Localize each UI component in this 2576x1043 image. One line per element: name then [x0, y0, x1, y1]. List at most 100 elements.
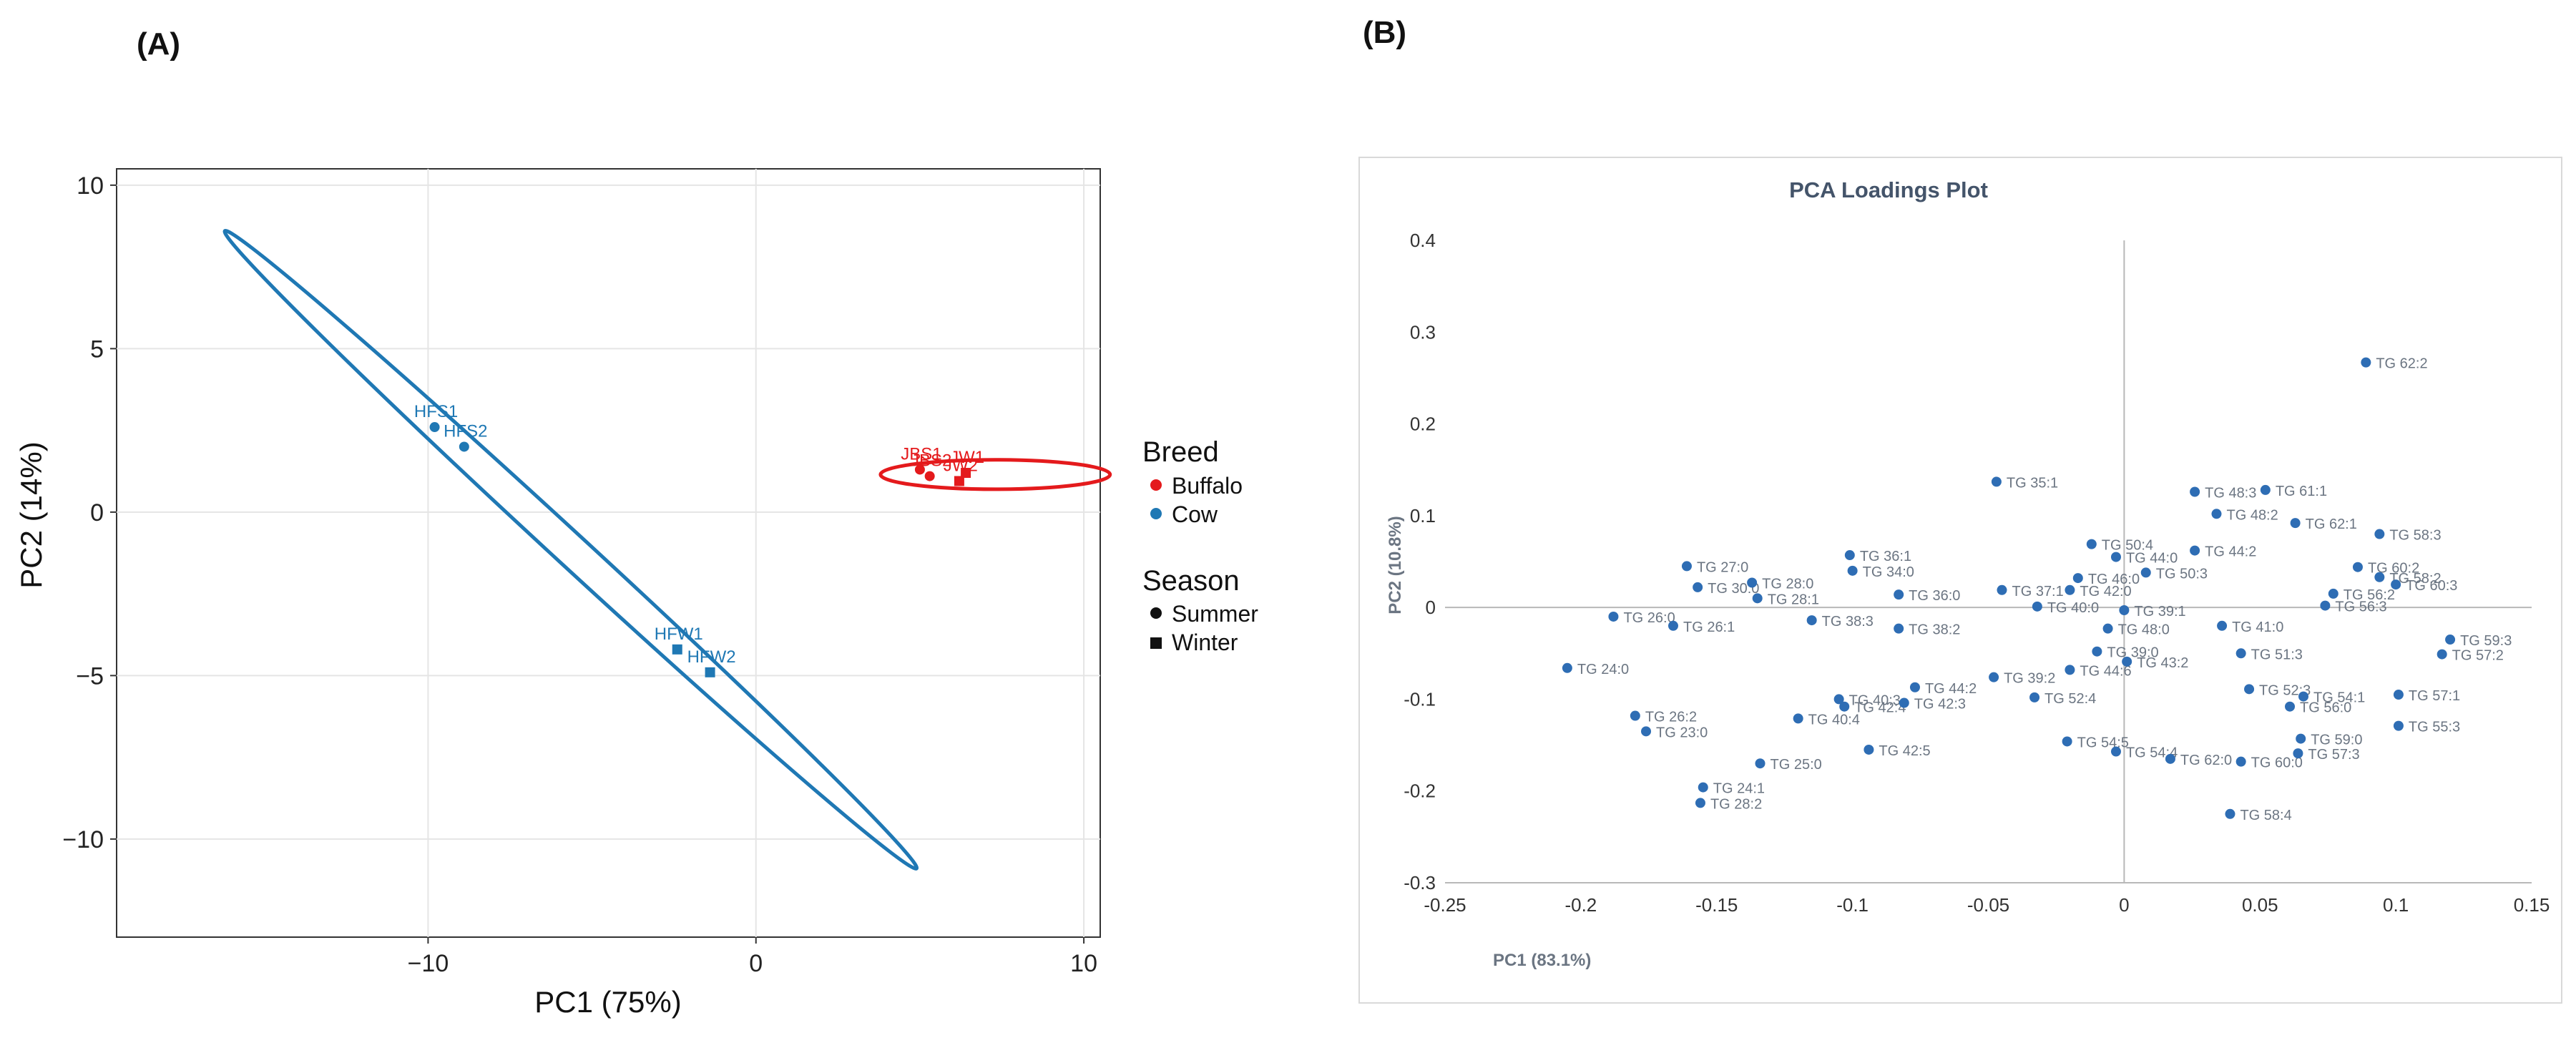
loading-point-tg-48-0 [2102, 623, 2113, 634]
loading-label-tg-60-3: TG 60:3 [2406, 578, 2457, 594]
loading-point-tg-39-0 [2092, 646, 2102, 657]
chart-b-y-tick-label: -0.2 [1404, 780, 1436, 802]
loading-label-tg-42-3: TG 42:3 [1914, 697, 1966, 713]
loading-label-tg-41-0: TG 41:0 [2232, 620, 2283, 635]
chart-a-x-tick-label: 10 [1070, 950, 1097, 977]
loading-label-tg-59-3: TG 59:3 [2460, 633, 2512, 649]
chart-b-axes [1445, 240, 2532, 883]
loading-point-tg-60-2 [2352, 562, 2363, 572]
loading-label-tg-23-0: TG 23:0 [1656, 725, 1708, 740]
point-label-jbs1: JBS1 [901, 444, 941, 464]
loading-point-tg-56-3 [2320, 600, 2331, 611]
chart-b: PCA Loadings Plot -0.25 -0.2 -0.15 -0.1 -0.0… [1358, 157, 2562, 1004]
loading-point-tg-52-4 [2029, 692, 2040, 702]
loading-point-tg-52-3 [2244, 684, 2255, 695]
loading-label-tg-46-0: TG 46:0 [2088, 572, 2140, 587]
chart-a-y-tick-label: −5 [76, 662, 104, 690]
loading-label-tg-28-0: TG 28:0 [1762, 577, 1813, 592]
ellipse-cow [222, 229, 919, 871]
loading-point-tg-44-0 [2110, 552, 2121, 562]
loading-label-tg-26-0: TG 26:0 [1623, 610, 1675, 626]
loading-point-tg-37-1 [1997, 584, 2007, 595]
loading-point-tg-54-5 [2062, 736, 2072, 747]
ellipse-buffalo [878, 458, 1112, 491]
point-label-jbs2: JBS2 [911, 451, 951, 471]
point-hfw1 [672, 644, 682, 655]
loading-point-tg-61-1 [2260, 484, 2271, 495]
loading-label-tg-42-4: TG 42:4 [1854, 700, 1906, 716]
loading-label-tg-62-1: TG 62:1 [2306, 516, 2357, 532]
loading-point-tg-43-2 [2122, 656, 2132, 667]
loading-point-tg-26-2 [1630, 710, 1640, 721]
chart-b-y-tick-label: 0.4 [1410, 230, 1436, 251]
loading-label-tg-40-0: TG 40:0 [2047, 600, 2099, 616]
loading-label-tg-36-0: TG 36:0 [1909, 588, 1960, 604]
loading-label-tg-30-0: TG 30:0 [1708, 581, 1759, 597]
loading-label-tg-55-3: TG 55:3 [2409, 720, 2460, 735]
chart-a-y-ticks: −10 −5 0 5 10 [62, 172, 117, 853]
chart-b-y-tick-label: 0.3 [1410, 321, 1436, 343]
loading-label-tg-28-1: TG 28:1 [1768, 592, 1819, 607]
loading-label-tg-40-4: TG 40:4 [1808, 712, 1860, 728]
panel-b-label: (B) [1363, 15, 1406, 50]
loading-point-tg-44-2 [1909, 682, 1920, 692]
loading-point-tg-42-5 [1864, 744, 1874, 755]
chart-b-y-axis-label: PC2 (10.8%) [1386, 516, 1405, 614]
loading-label-tg-48-3: TG 48:3 [2205, 486, 2256, 501]
loading-label-tg-61-1: TG 61:1 [2276, 484, 2327, 499]
loading-label-tg-27-0: TG 27:0 [1697, 559, 1748, 575]
loading-point-tg-54-1 [2298, 691, 2309, 702]
point-label-hfs1: HFS1 [414, 402, 458, 421]
loading-point-tg-26-0 [1608, 611, 1619, 622]
loading-label-tg-52-4: TG 52:4 [2044, 691, 2096, 707]
loading-label-tg-50-4: TG 50:4 [2102, 538, 2153, 554]
loading-point-tg-60-3 [2391, 579, 2401, 590]
point-label-hfw2: HFW2 [687, 647, 736, 667]
loading-label-tg-34-0: TG 34:0 [1863, 564, 1914, 580]
point-jbs2 [924, 471, 935, 481]
loading-label-tg-57-3: TG 57:3 [2308, 747, 2359, 763]
chart-b-x-tick-label: -0.25 [1424, 894, 1466, 916]
loading-label-tg-42-0: TG 42:0 [2080, 584, 2131, 599]
loading-point-tg-28-2 [1695, 798, 1705, 808]
point-jw1 [961, 468, 971, 479]
loading-point-tg-38-2 [1894, 623, 1904, 634]
loading-point-tg-60-0 [2235, 756, 2246, 767]
chart-a-y-tick-label: 5 [90, 336, 104, 363]
loading-point-tg-46-0 [2072, 573, 2083, 584]
chart-a-x-tick-label: 0 [749, 950, 763, 977]
chart-b-y-tick-label: -0.3 [1404, 872, 1436, 893]
loading-point-tg-28-1 [1752, 593, 1763, 604]
loading-label-tg-26-1: TG 26:1 [1683, 620, 1735, 635]
legend-cow-marker [1150, 508, 1162, 519]
loading-point-tg-50-4 [2086, 539, 2097, 549]
loading-label-tg-56-2: TG 56:2 [2344, 587, 2395, 603]
chart-a-y-tick-label: 10 [77, 172, 104, 200]
chart-b-y-tick-label: -0.1 [1404, 688, 1436, 710]
loading-point-tg-51-3 [2235, 648, 2246, 659]
chart-a-plot-area [116, 168, 1101, 938]
loading-label-tg-57-1: TG 57:1 [2409, 688, 2460, 704]
chart-a-ellipses [222, 229, 1112, 871]
loading-label-tg-57-2: TG 57:2 [2452, 648, 2504, 664]
loading-label-tg-58-4: TG 58:4 [2240, 808, 2291, 823]
point-label-hfs2: HFS2 [444, 421, 487, 441]
loading-point-tg-24-1 [1698, 782, 1708, 793]
loading-point-tg-58-2 [2374, 572, 2385, 582]
chart-a-y-axis-label: PC2 (14%) [14, 441, 48, 588]
chart-b-x-tick-label: -0.1 [1836, 894, 1869, 916]
loading-label-tg-59-0: TG 59:0 [2311, 733, 2362, 748]
loading-point-tg-38-3 [1806, 615, 1817, 626]
loading-point-tg-30-0 [1693, 582, 1703, 592]
loading-label-tg-39-1: TG 39:1 [2134, 604, 2185, 620]
loading-point-tg-42-3 [1899, 697, 1909, 708]
chart-b-x-ticks: -0.25 -0.2 -0.15 -0.1 -0.05 0 0.05 0.1 0.15 [1424, 894, 2550, 916]
chart-b-x-tick-label: 0.1 [2383, 894, 2409, 916]
loading-point-tg-62-2 [2361, 357, 2371, 368]
chart-b-y-tick-label: 0 [1426, 597, 1436, 618]
loading-point-tg-48-2 [2211, 509, 2222, 519]
loading-label-tg-58-3: TG 58:3 [2389, 528, 2441, 544]
loading-label-tg-52-3: TG 52:3 [2259, 682, 2311, 698]
